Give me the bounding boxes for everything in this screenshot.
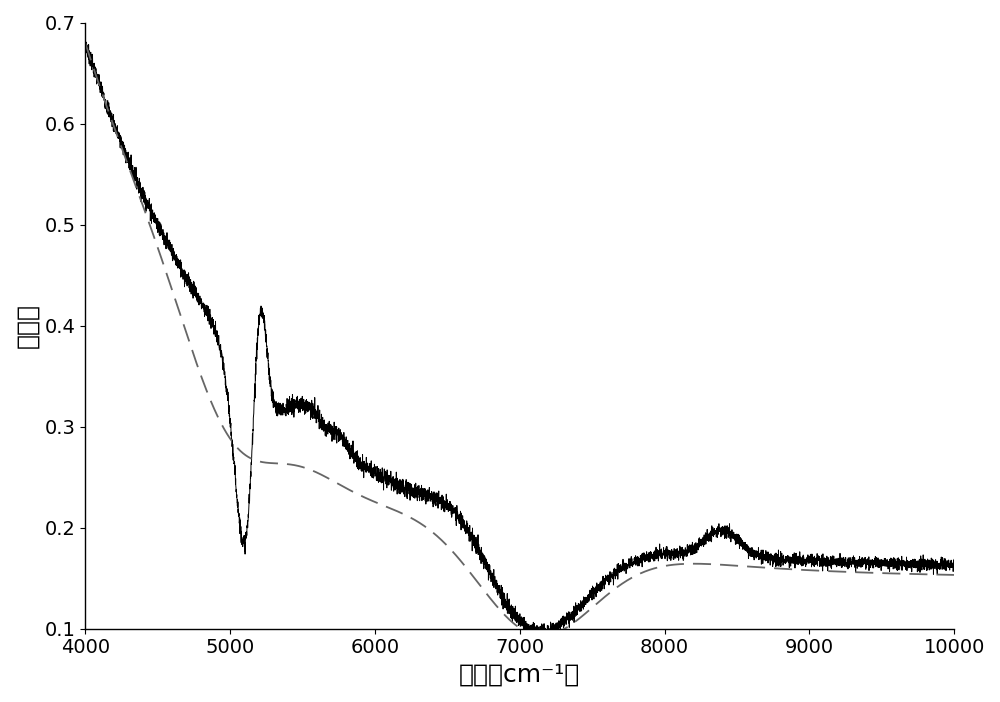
Y-axis label: 吸光度: 吸光度 — [15, 303, 39, 348]
X-axis label: 波长（cm⁻¹）: 波长（cm⁻¹） — [459, 663, 580, 687]
